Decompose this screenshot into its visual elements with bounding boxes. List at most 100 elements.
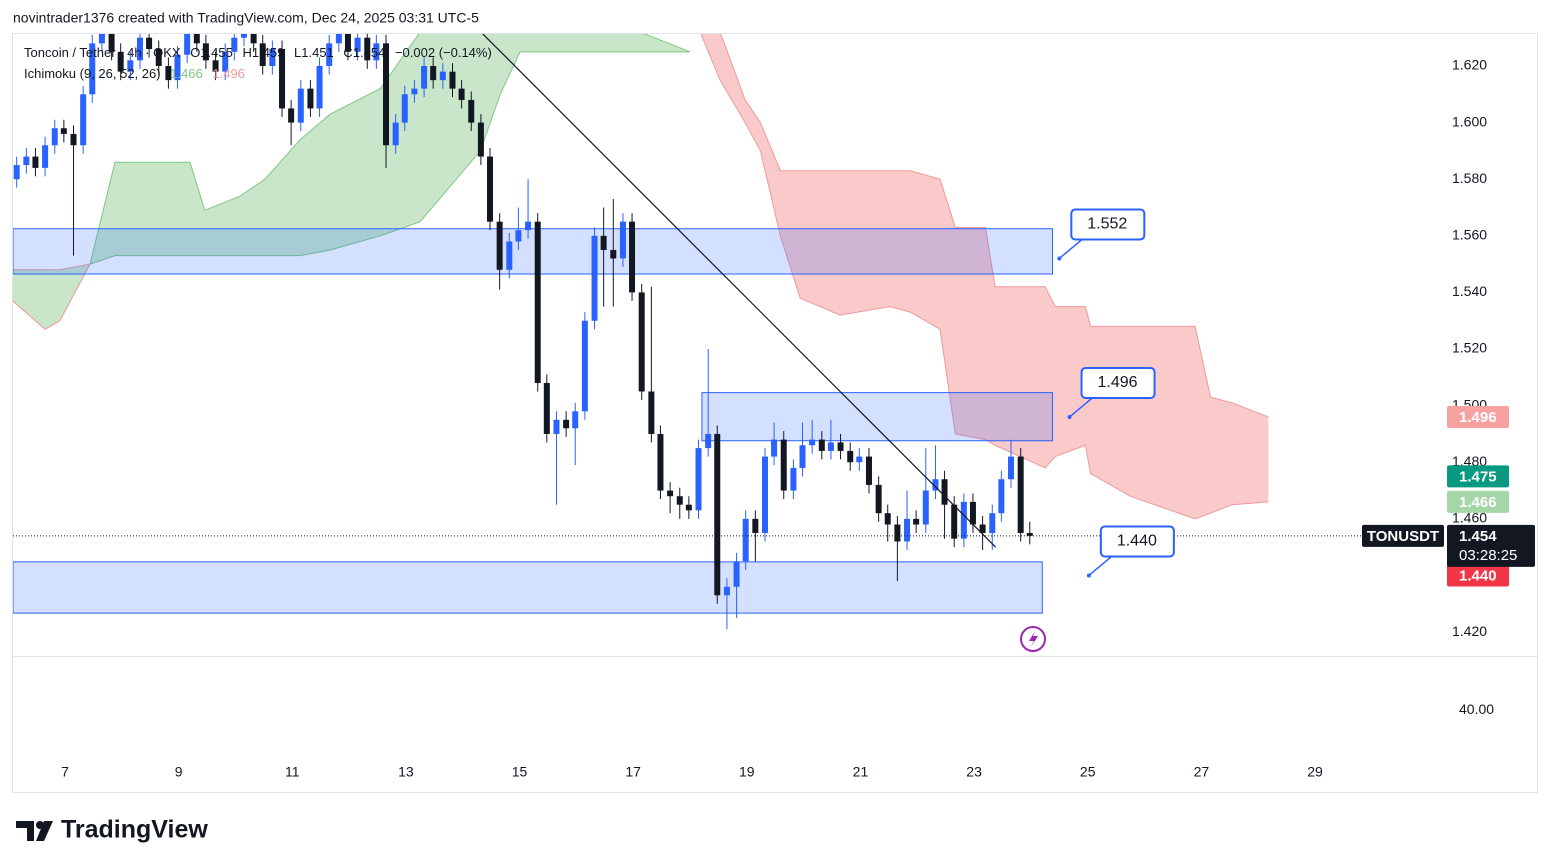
candle-body <box>809 439 816 446</box>
candle-body <box>922 490 929 525</box>
y-tick-label: 1.480 <box>1452 453 1487 469</box>
candle-body <box>619 221 626 259</box>
legend-symbol: Toncoin / Tether · 4h · OKX <box>24 45 181 60</box>
candle-body <box>231 37 238 52</box>
candle-body <box>998 479 1005 514</box>
y-tick-label: 1.520 <box>1452 340 1487 356</box>
x-tick-label: 23 <box>966 764 982 780</box>
callout-pointer <box>1088 554 1114 577</box>
candle-body <box>174 54 181 81</box>
price-label: 1.466 <box>1459 494 1497 511</box>
candle-body <box>904 518 911 542</box>
candle-body <box>136 37 143 61</box>
candle-body <box>326 43 333 66</box>
y-tick-label: 1.460 <box>1452 510 1487 526</box>
candle-body <box>269 49 276 66</box>
candle-body <box>875 484 882 514</box>
candle-body <box>667 490 674 497</box>
y-tick-label: 40.00 <box>1459 701 1494 717</box>
x-tick-label: 17 <box>625 764 641 780</box>
brand: TradingView <box>61 816 208 844</box>
x-tick-label: 27 <box>1194 764 1210 780</box>
last-price-label: 1.454 <box>1459 528 1497 545</box>
indicator-value: 1.466 <box>170 66 203 81</box>
candle-body <box>477 122 484 157</box>
cloud-edge <box>13 263 91 330</box>
candle-body <box>202 43 209 61</box>
callout-box <box>1070 208 1146 241</box>
callout-label: 1.440 <box>1117 533 1157 550</box>
candle-body <box>591 235 598 321</box>
candle-body <box>297 88 304 123</box>
indicator-name: Ichimoku (9, 26, 52, 26) <box>24 66 161 81</box>
candle-body <box>837 442 844 451</box>
candle-body <box>818 439 825 451</box>
price-label-box <box>1447 405 1509 428</box>
candle-body <box>383 43 390 146</box>
candle-body <box>60 128 67 134</box>
candle-body <box>70 133 77 146</box>
candle-body <box>13 165 20 180</box>
zone <box>701 392 1053 442</box>
candle-body <box>714 433 721 596</box>
candle-body <box>676 496 683 505</box>
candle-body <box>827 442 834 451</box>
plot-area <box>13 34 1269 630</box>
x-tick-label: 29 <box>1307 764 1323 780</box>
candle-body <box>752 518 759 534</box>
candle-body <box>733 561 740 587</box>
callout-anchor <box>1057 256 1062 261</box>
candle-body <box>184 34 191 55</box>
candle-body <box>468 99 475 123</box>
candle-body <box>563 419 570 429</box>
callout-label: 1.552 <box>1087 216 1127 233</box>
candle-body <box>32 156 39 168</box>
candle-body <box>790 467 797 491</box>
zone <box>13 561 1043 614</box>
candle-body <box>506 241 513 270</box>
candle-body <box>761 456 768 534</box>
candle-body <box>108 34 115 52</box>
last-price-box <box>1447 524 1535 567</box>
candle-body <box>543 382 550 434</box>
candle-body <box>373 43 380 61</box>
candle-body <box>51 128 58 146</box>
candle-body <box>1017 456 1024 534</box>
y-tick-label: 1.600 <box>1452 113 1487 129</box>
candle-body <box>117 51 124 72</box>
candle-body <box>1008 456 1015 480</box>
legend-open: O1.455 <box>190 45 233 60</box>
symbol-label-box <box>1362 524 1444 547</box>
candle-body <box>572 411 579 429</box>
callout-pointer <box>1069 396 1095 418</box>
cloud-edge <box>13 263 91 271</box>
callout-box <box>1099 525 1175 558</box>
candle-body <box>279 49 286 109</box>
candle-body <box>89 43 96 95</box>
candle-body <box>401 94 408 123</box>
candle-body <box>146 37 153 50</box>
candle-body <box>127 60 134 72</box>
candle-body <box>534 221 541 383</box>
candle-body <box>932 479 939 491</box>
candle-body <box>960 501 967 539</box>
indicator-legend: Ichimoku (9, 26, 52, 26) 1.466 1.496 <box>24 66 245 81</box>
x-tick-label: 9 <box>175 764 183 780</box>
callout-anchor <box>1086 573 1091 578</box>
candle-body <box>439 71 446 81</box>
x-tick-label: 11 <box>285 764 300 780</box>
candle-body <box>979 524 986 534</box>
price-label: 1.440 <box>1459 567 1497 584</box>
candle-body <box>629 221 636 293</box>
callout-pointer <box>1058 237 1084 260</box>
candle-body <box>856 456 863 463</box>
cloud-fill <box>13 264 90 330</box>
candle-body <box>392 122 399 146</box>
candle-body <box>458 88 465 100</box>
x-tick-label: 25 <box>1080 764 1096 780</box>
candle-body <box>259 43 266 66</box>
candle-body <box>364 37 371 61</box>
candle-body <box>354 37 361 52</box>
candle-body <box>581 320 588 412</box>
